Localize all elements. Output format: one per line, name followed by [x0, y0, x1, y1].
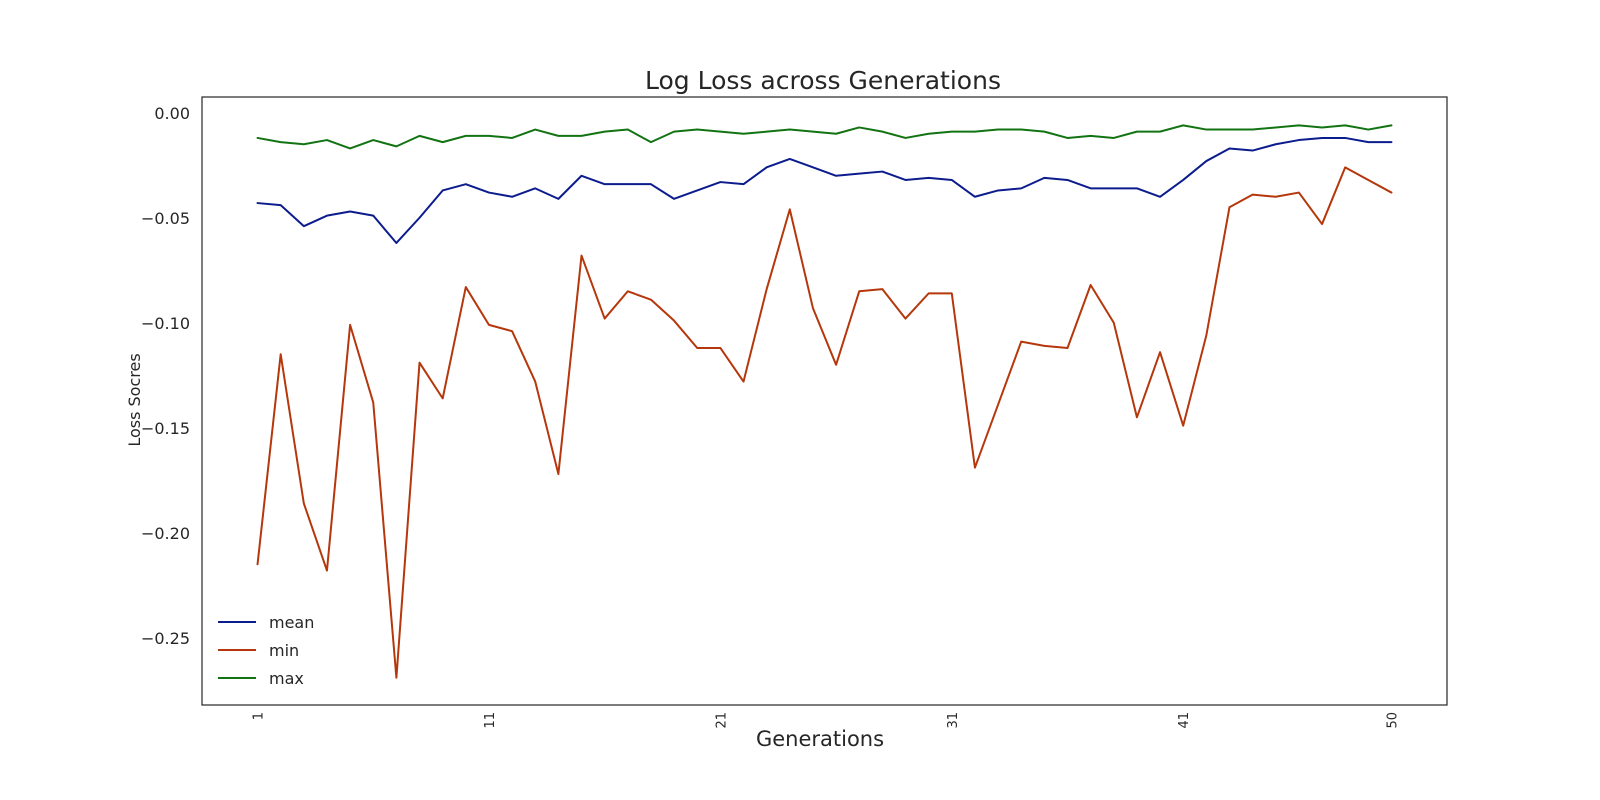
x-tick-label: 41 [1177, 712, 1192, 729]
legend-label-min: min [269, 641, 299, 660]
series-line-min [256, 166, 1393, 679]
series-layer [256, 124, 1393, 679]
y-tick-label: −0.20 [141, 524, 190, 543]
x-tick-label: 50 [1385, 712, 1400, 729]
y-axis-label: Loss Socres [125, 353, 144, 446]
y-tick-label: −0.25 [141, 629, 190, 648]
legend: mean min max [218, 613, 314, 688]
x-tick-label: 31 [946, 712, 961, 729]
legend-label-mean: mean [269, 613, 314, 632]
series-line-max [256, 124, 1393, 150]
series-line-mean [256, 136, 1393, 244]
y-tick-label: −0.15 [141, 419, 190, 438]
x-tick-label: 21 [714, 712, 729, 729]
x-tick-label: 11 [483, 712, 498, 729]
x-axis-label: Generations [756, 727, 884, 751]
y-tick-label: −0.05 [141, 209, 190, 228]
y-tick-label: −0.10 [141, 314, 190, 333]
y-tick-label: 0.00 [154, 104, 190, 123]
chart-title: Log Loss across Generations [645, 66, 1001, 95]
plot-area-frame [201, 96, 1448, 706]
y-axis: 0.00 −0.05 −0.10 −0.15 −0.20 −0.25 [141, 104, 190, 648]
x-tick-label: 1 [252, 712, 267, 720]
x-axis: 1 11 21 31 41 50 [252, 712, 1401, 729]
legend-label-max: max [269, 669, 304, 688]
